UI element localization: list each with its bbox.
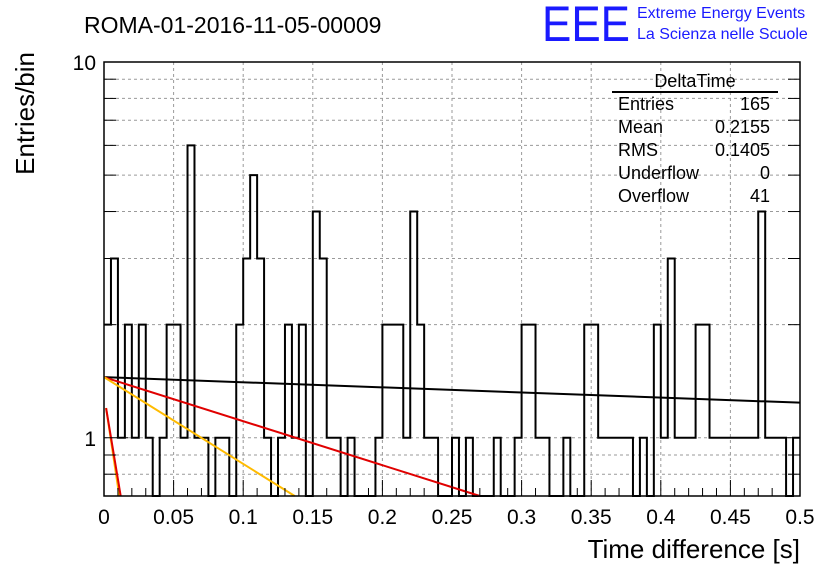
x-axis-title: Time difference [s] bbox=[588, 534, 800, 564]
axis-ticks bbox=[103, 61, 801, 497]
histogram bbox=[104, 144, 800, 497]
x-tick-label: 0.2 bbox=[368, 506, 397, 529]
x-tick-label: 0.35 bbox=[571, 506, 612, 529]
stats-box: DeltaTime Entries 165 Mean 0.2155 RMS 0.1405 U… bbox=[612, 71, 778, 206]
x-tick-label: 0.5 bbox=[785, 506, 814, 529]
x-tick-label: 0 bbox=[98, 506, 110, 529]
stats-value: 0.2155 bbox=[715, 117, 770, 137]
fit-line bbox=[103, 376, 296, 497]
stats-label: RMS bbox=[618, 140, 658, 160]
stats-value: 0.1405 bbox=[715, 140, 770, 160]
x-tick-label: 0.1 bbox=[229, 506, 258, 529]
stats-value: 41 bbox=[750, 186, 770, 206]
x-tick-label: 0.4 bbox=[646, 506, 676, 529]
x-tick-label: 0.45 bbox=[710, 506, 751, 529]
stats-value: 165 bbox=[740, 94, 770, 114]
histogram-outline bbox=[104, 144, 800, 497]
stats-rows: Entries 165 Mean 0.2155 RMS 0.1405 Underflow 0 O… bbox=[618, 94, 770, 206]
logo-line2: La Scienza nelle Scuole bbox=[637, 26, 808, 43]
fit-line bbox=[105, 407, 122, 497]
stats-label: Overflow bbox=[618, 186, 690, 206]
stats-value: 0 bbox=[760, 163, 770, 183]
fit-lines bbox=[103, 376, 801, 497]
x-tick-label: 0.3 bbox=[507, 506, 536, 529]
stats-label: Mean bbox=[618, 117, 663, 137]
stats-label: Underflow bbox=[618, 163, 700, 183]
y-axis-title: Entries/bin bbox=[10, 52, 40, 175]
y-tick-label: 1 bbox=[84, 428, 96, 451]
x-tick-label: 0.15 bbox=[292, 506, 333, 529]
x-tick-label: 0.05 bbox=[153, 506, 194, 529]
tick-labels: 0 0.05 0.1 0.15 0.2 0.25 0.3 0.35 0.4 0.45 0.5 1 10 bbox=[73, 52, 815, 529]
fit-line bbox=[103, 376, 801, 404]
stats-label: Entries bbox=[618, 94, 674, 114]
eee-logo: EEE Extreme Energy Events La Scienza nel… bbox=[542, 0, 808, 52]
y-tick-label: 10 bbox=[73, 52, 96, 75]
fit-line bbox=[103, 376, 481, 497]
logo-line1: Extreme Energy Events bbox=[637, 5, 805, 22]
logo-mark: EEE bbox=[542, 0, 630, 52]
x-tick-label: 0.25 bbox=[432, 506, 473, 529]
stats-name: DeltaTime bbox=[654, 71, 735, 91]
chart-title: ROMA-01-2016-11-05-00009 bbox=[84, 12, 381, 38]
